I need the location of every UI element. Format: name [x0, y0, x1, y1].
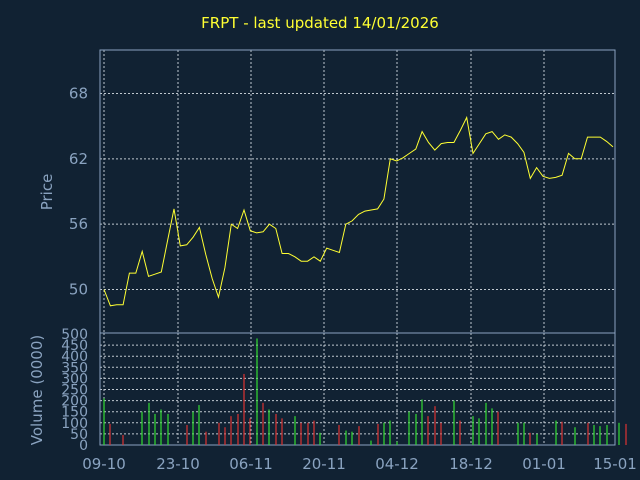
- price-line: [103, 115, 614, 307]
- volume-tick-label: 150: [61, 405, 88, 421]
- price-tick-label: 68: [69, 85, 88, 103]
- volume-tick-label: 500: [61, 327, 88, 343]
- chart-title: FRPT - last updated 14/01/2026: [201, 14, 439, 32]
- x-tick-label: 09-10: [82, 455, 126, 473]
- volume-tick-label: 400: [61, 349, 88, 365]
- x-tick-label: 01-01: [522, 455, 566, 473]
- price-axis-label: Price: [38, 174, 56, 211]
- volume-grid: [100, 333, 615, 445]
- volume-tick-label: 350: [61, 360, 88, 376]
- price-tick-label: 50: [69, 280, 88, 298]
- volume-axis-label: Volume (0000): [28, 335, 46, 445]
- volume-tick-label: 250: [61, 383, 88, 399]
- x-tick-labels: 09-10 23-10 06-11 20-11 04-12 18-12 01-01 15-01: [82, 455, 637, 473]
- price-tick-labels: 50 56 62 68: [69, 85, 88, 299]
- volume-tick-label: 0: [79, 438, 88, 454]
- volume-tick-label: 50: [70, 427, 88, 443]
- x-tick-label: 20-11: [302, 455, 346, 473]
- x-tick-label: 04-12: [375, 455, 419, 473]
- price-tick-label: 62: [69, 150, 88, 168]
- volume-panel-frame: [99, 332, 616, 446]
- price-panel-frame: [99, 49, 616, 334]
- x-tick-label: 23-10: [156, 455, 200, 473]
- x-tick-label: 15-01: [593, 455, 637, 473]
- volume-tick-label: 300: [61, 371, 88, 387]
- x-tick-label: 06-11: [229, 455, 273, 473]
- volume-tick-label: 200: [61, 394, 88, 410]
- price-tick-label: 56: [69, 215, 88, 233]
- x-tick-label: 18-12: [449, 455, 493, 473]
- volume-tick-label: 450: [61, 338, 88, 354]
- price-grid: [100, 50, 615, 333]
- volume-bars: [103, 338, 627, 445]
- volume-tick-label: 100: [61, 416, 88, 432]
